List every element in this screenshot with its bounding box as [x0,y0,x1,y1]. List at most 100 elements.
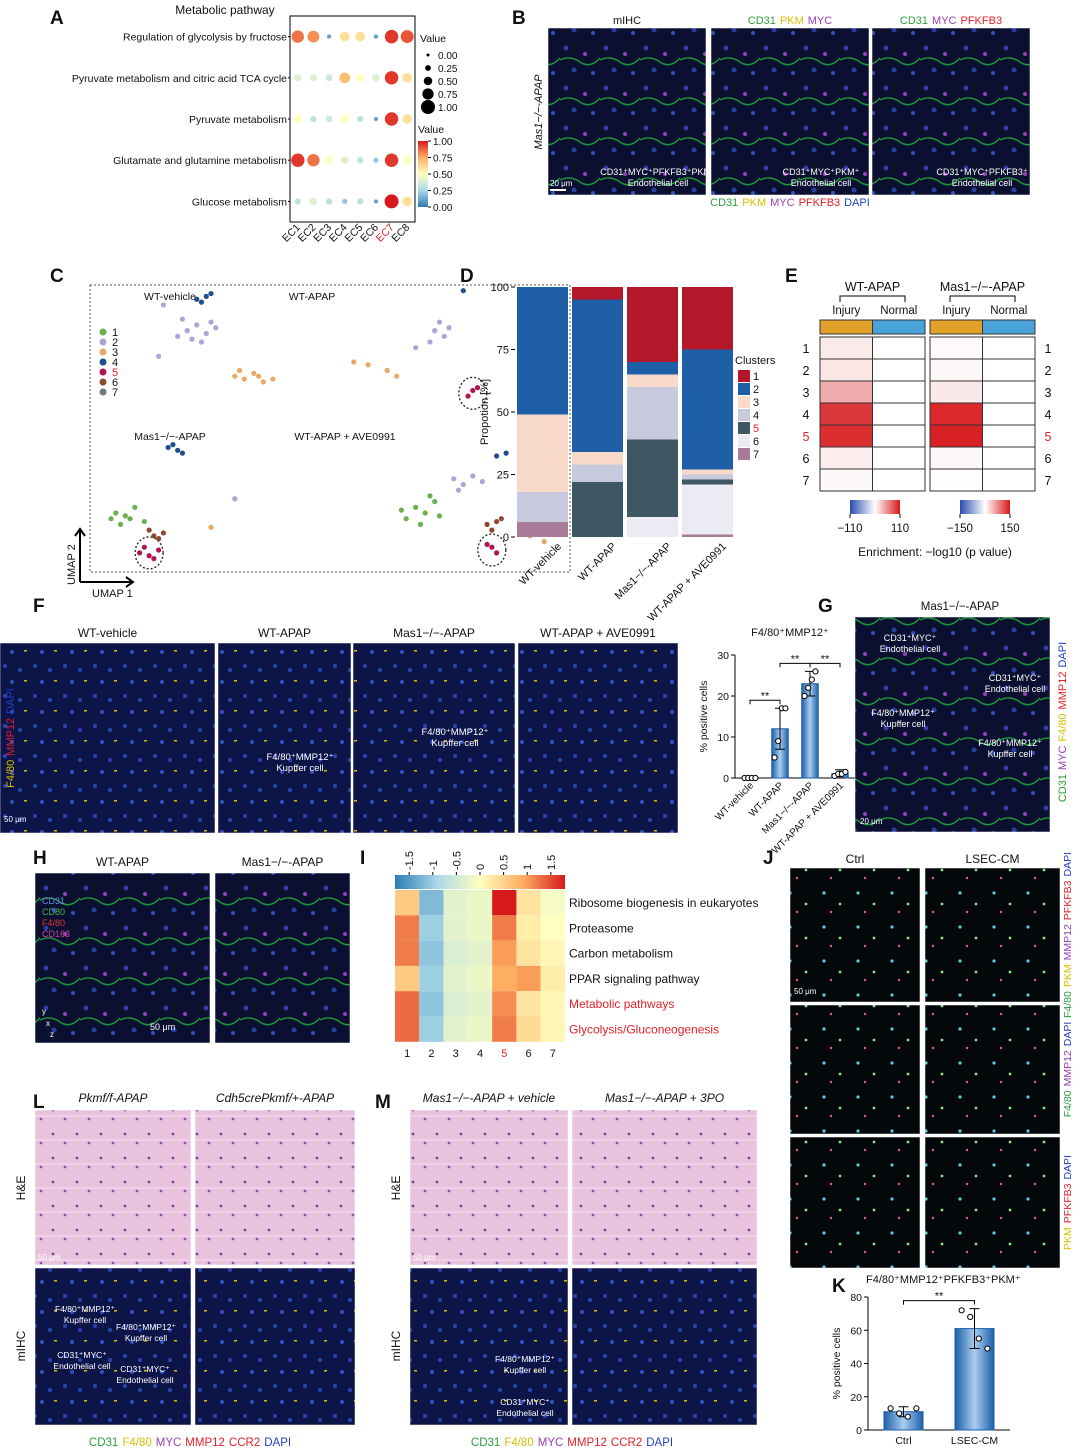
cluster-outline [134,536,164,570]
image-title: Cdh5crePkmf/+-APAP [216,1091,334,1105]
annotation: F4/80⁺MMP12⁺ [266,752,333,763]
legend-dot [421,100,435,114]
chart-title: Metabolic pathway [175,3,274,17]
column-label: EC8 [389,222,412,245]
micrograph [34,1267,192,1426]
row-label: Ribosome biogenesis in eukaryotes [569,896,758,910]
legend-swatch [738,383,750,395]
y-tick-label: 75 [497,345,509,357]
legend-title: Clusters [735,355,776,367]
heatmap-cell [516,965,541,992]
micrograph [409,1267,569,1426]
data-point [775,738,782,745]
bar-segment [627,362,678,375]
stain-name: MYC [932,15,957,27]
data-point [127,516,133,522]
heatmap-cell [395,991,420,1017]
annotation: Endothelial cell [880,644,941,654]
row-label: 6 [1045,452,1052,466]
row-label: H&E [14,1176,28,1201]
micrograph [871,27,1031,196]
column-label: 1 [404,1048,410,1060]
dot [402,196,412,207]
colorbar-label: -0.5 [451,851,463,870]
row-label: Glucose metabolism [192,196,287,208]
data-point [503,450,509,456]
heatmap-cell [540,890,565,916]
legend-label: 3 [753,397,759,409]
significance-label: ** [791,653,800,665]
data-point [896,1410,903,1417]
dot [293,114,303,124]
data-point [198,339,205,345]
heatmap-cell [982,358,1036,382]
error-bar [969,1308,980,1350]
data-point [132,504,138,510]
legend-swatch [738,370,750,382]
annotation: CD31⁺MYC⁺ [884,633,937,643]
data-point [494,453,500,459]
data-point [160,530,166,536]
data-point [984,1345,991,1352]
micrograph [571,1267,758,1426]
data-point [251,370,257,376]
bar-segment [682,479,733,485]
micrograph [409,1109,569,1266]
dot [339,31,350,42]
row-label: Glycolysis/Gluconeogenesis [569,1023,719,1037]
heatmap-cell [819,424,873,448]
annotation: F4/80⁺MMP12⁺ [978,738,1042,748]
heatmap-cell [819,468,873,492]
dot [307,30,320,43]
dot [402,73,412,83]
x-tick-label: Mas1−/−-APAP [760,780,816,836]
stain-legend: CD31 PKM MYC [748,15,832,27]
data-point [108,516,114,522]
stain-name: MYC [538,1437,564,1449]
heatmap-cell [395,965,420,992]
stain-name: PFKFB3 [1062,880,1074,920]
stain-name: CD31 [42,896,65,906]
micrograph [214,872,351,1044]
legend-label: 0.00 [438,51,458,62]
dot [373,199,378,204]
data-point [270,376,276,382]
annotation: Endothelial cell [496,1408,553,1418]
bar-segment [627,439,678,517]
stain-name: F4/80 [5,760,17,788]
data-point [436,513,443,519]
micrograph [194,1267,356,1426]
dot [310,115,317,123]
annotation: Kupffer cell [431,738,478,749]
heatmap-cell [419,940,444,966]
y-tick-label: 60 [850,1325,862,1337]
column-bar [929,319,983,335]
panel-label: H [33,848,47,869]
y-tick-label: 30 [717,650,729,662]
heatmap-cell [467,1016,493,1042]
data-point [189,336,195,342]
stain-legend: CD31 MYC F4/80 MMP12 DAPI [1057,642,1069,802]
heatmap-cell [492,940,517,966]
scale-bar-label: 50 μm [150,1022,175,1032]
data-point [256,373,262,379]
stain-name: CD31 [471,1437,500,1449]
colorbar-label: 0.00 [433,203,453,214]
dot [309,197,318,206]
stain-name: CD163 [42,929,70,939]
heatmap-cell [540,1016,565,1042]
stain-name: MMP12 [5,718,17,756]
micrograph [34,872,211,1044]
bar-segment [682,484,733,535]
column-label: Normal [990,305,1027,317]
bar-segment [517,287,568,415]
stain-legend: F4/80 MMP12 DAPI [1062,1022,1074,1118]
data-point [232,373,238,379]
column-label: Injury [942,305,970,317]
micrograph [924,867,1061,1003]
heatmap-cell [443,991,468,1017]
y-tick-label: 40 [850,1359,862,1371]
column-label: 4 [477,1048,483,1060]
stain-name: MYC [770,197,795,209]
